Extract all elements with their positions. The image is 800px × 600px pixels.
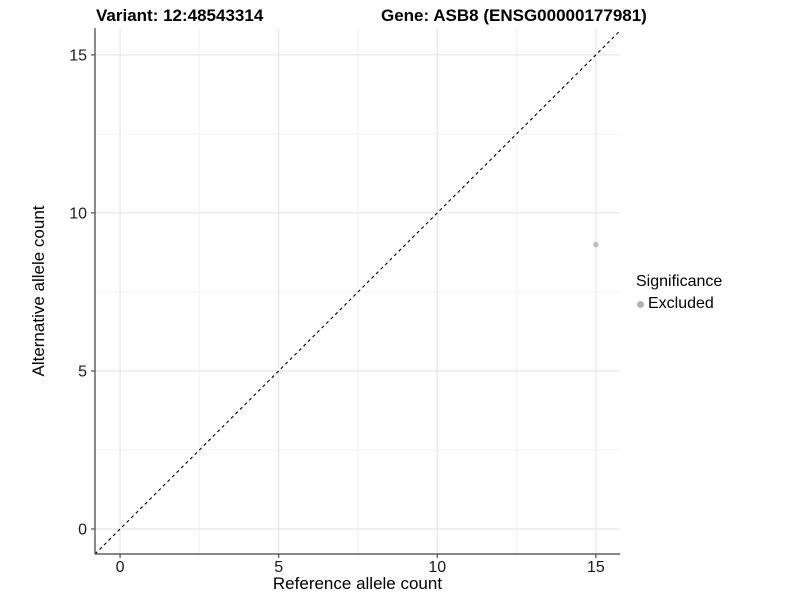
scatter-point (593, 241, 599, 248)
x-tick-label: 15 (587, 559, 605, 576)
x-tick-label: 0 (116, 559, 125, 576)
plot-title-variant: Variant: 12:48543314 (96, 6, 264, 25)
legend-title: Significance (636, 273, 723, 290)
x-axis-title: Reference allele count (272, 574, 443, 593)
y-tick-label: 15 (69, 47, 87, 64)
x-tick-label: 5 (274, 559, 283, 576)
y-tick-label: 5 (78, 363, 87, 380)
identity-line (94, 30, 621, 555)
y-tick-label: 10 (69, 205, 87, 222)
legend: Significance Excluded (636, 273, 722, 313)
y-axis-title: Alternative allele count (29, 205, 48, 377)
x-tick-label: 10 (428, 559, 446, 576)
legend-item-label: Excluded (648, 295, 714, 312)
legend-key-dot-icon (637, 301, 644, 308)
legend-item-excluded: Excluded (636, 295, 722, 313)
y-tick-label: 0 (78, 522, 87, 539)
plot-title-gene: Gene: ASB8 (ENSG00000177981) (381, 6, 647, 25)
